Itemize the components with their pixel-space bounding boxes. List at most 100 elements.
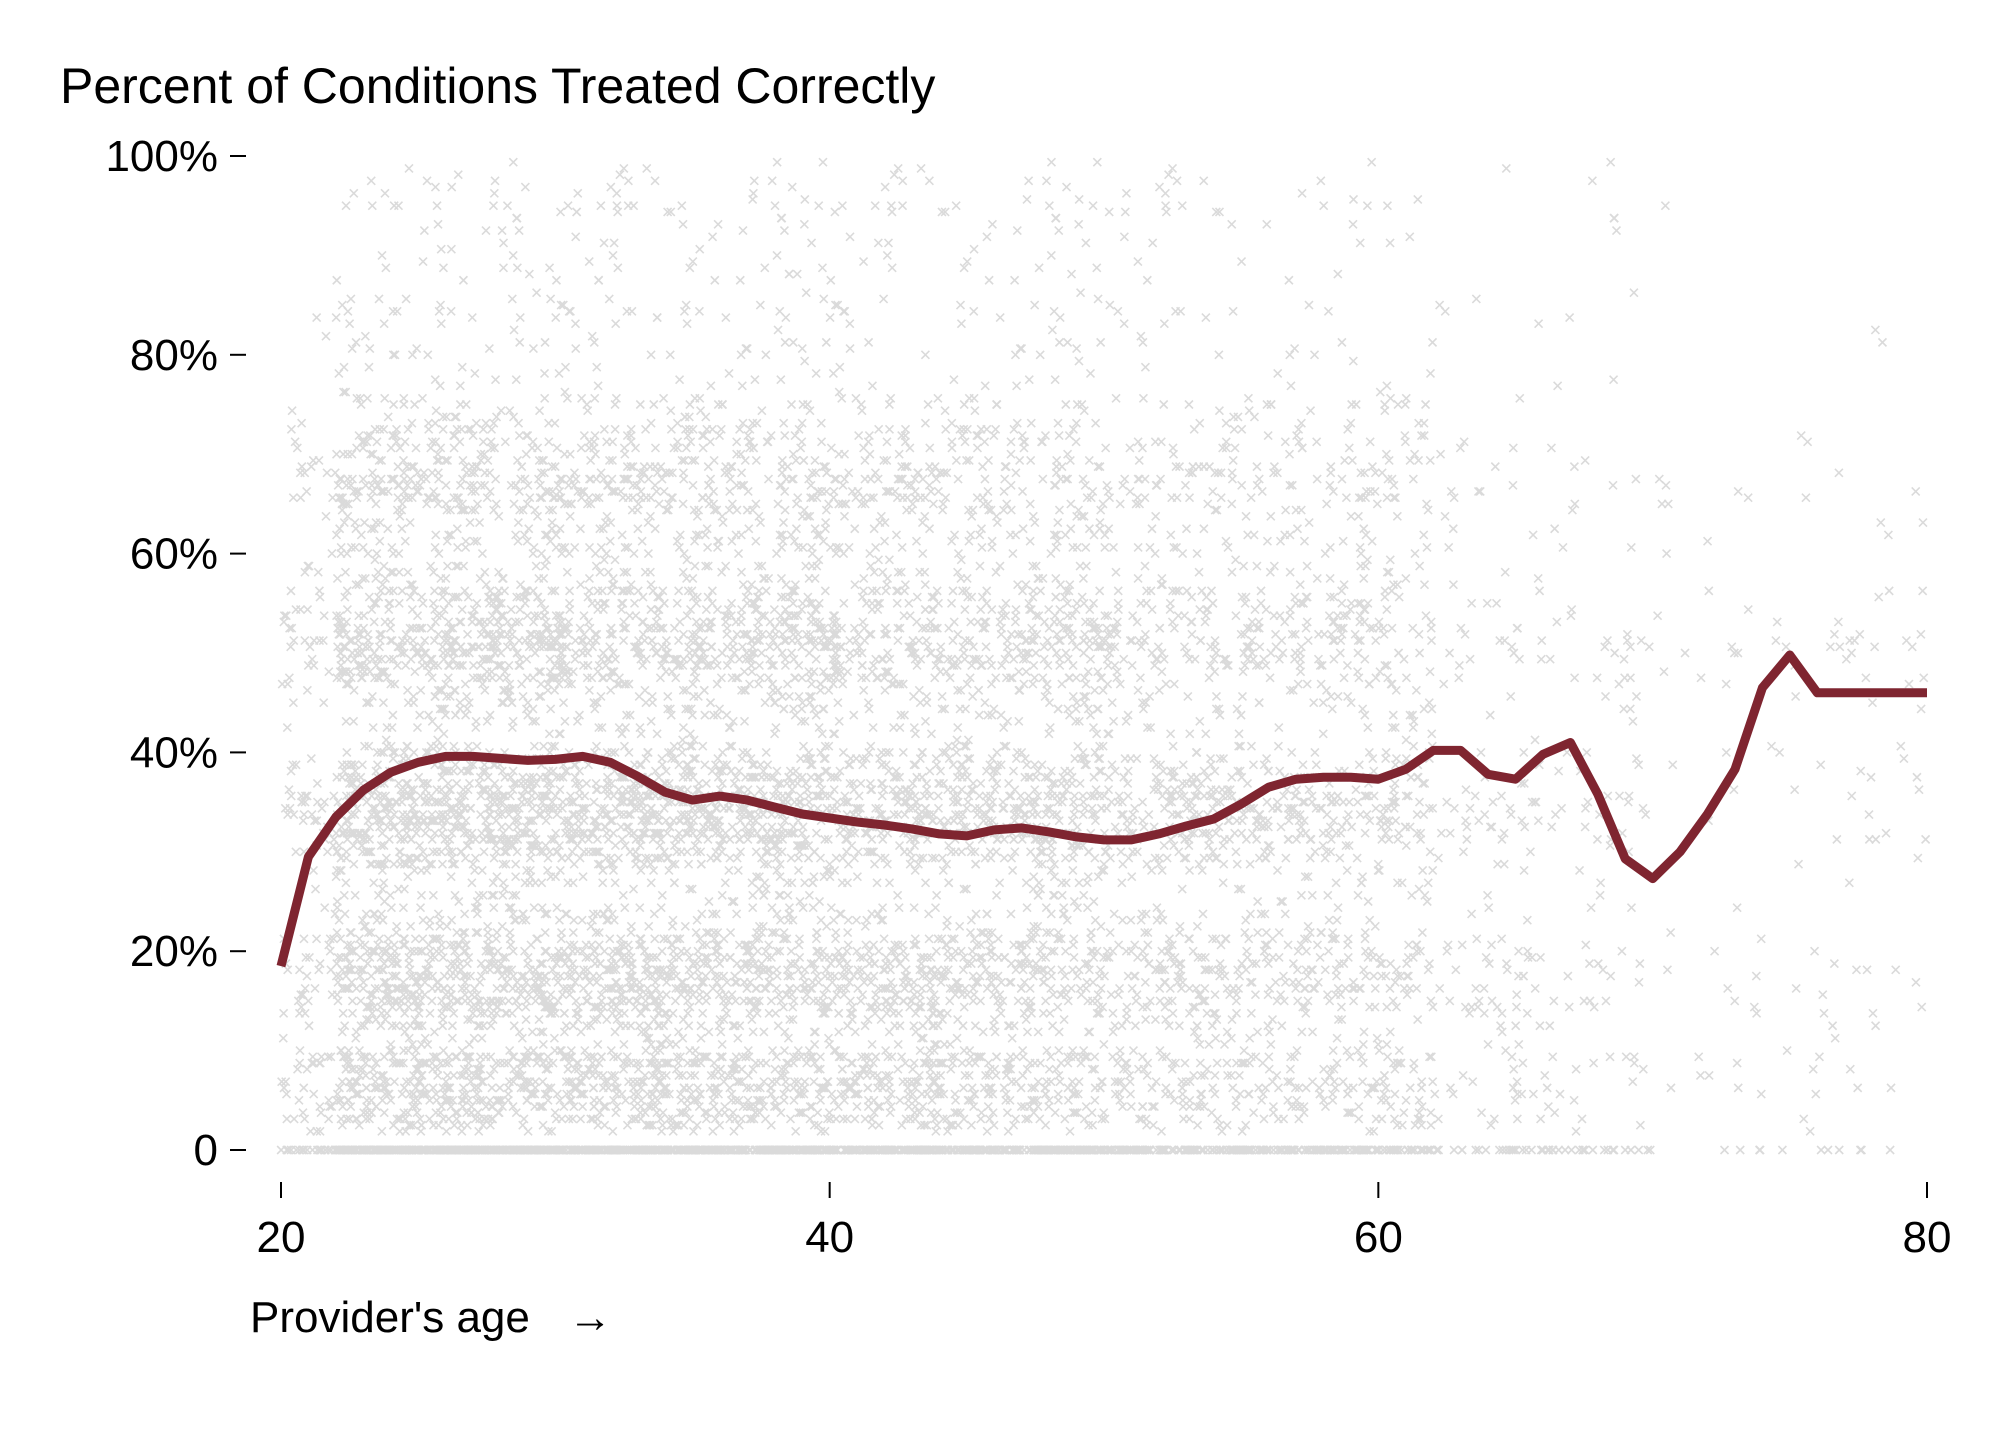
scatter-point — [360, 1145, 370, 1155]
scatter-point — [302, 486, 312, 497]
scatter-point — [388, 549, 398, 559]
scatter-point — [541, 946, 551, 956]
scatter-point — [654, 499, 664, 509]
scatter-point — [574, 710, 584, 720]
scatter-point — [435, 921, 445, 931]
scatter-point — [387, 971, 397, 981]
scatter-point — [530, 611, 540, 621]
scatter-point — [291, 604, 301, 615]
scatter-point — [486, 424, 497, 434]
scatter-point — [702, 940, 712, 950]
scatter-point — [374, 642, 384, 652]
scatter-point — [374, 294, 384, 304]
scatter-point — [399, 1145, 409, 1155]
scatter-point — [427, 437, 437, 447]
scatter-point — [394, 598, 404, 608]
scatter-point — [340, 1145, 350, 1155]
scatter-point — [432, 946, 442, 956]
scatter-point — [426, 443, 436, 453]
scatter-point — [315, 1058, 325, 1068]
scatter-point — [277, 679, 287, 689]
scatter-point — [316, 1145, 327, 1155]
scatter-point — [424, 921, 435, 931]
scatter-point — [617, 530, 627, 540]
scatter-point — [343, 449, 353, 459]
scatter-point — [441, 1126, 451, 1136]
scatter-point — [480, 468, 490, 478]
scatter-point — [506, 903, 516, 913]
scatter-point — [387, 1002, 398, 1012]
scatter-point — [798, 741, 809, 751]
scatter-point — [798, 542, 808, 552]
scatter-point — [318, 636, 328, 646]
scatter-point — [332, 990, 342, 1000]
scatter-point — [315, 959, 325, 969]
scatter-point — [315, 592, 325, 602]
scatter-point — [466, 642, 477, 652]
scatter-point — [442, 921, 452, 931]
scatter-point — [402, 741, 413, 751]
scatter-point — [361, 1052, 372, 1062]
scatter-point — [388, 710, 398, 720]
scatter-point — [418, 915, 428, 925]
scatter-point — [544, 418, 554, 428]
scatter-point — [692, 915, 702, 925]
scatter-point — [357, 915, 368, 925]
scatter-point — [388, 1120, 399, 1130]
scatter-point — [511, 996, 521, 1006]
scatter-point — [470, 368, 480, 379]
scatter-point — [394, 480, 404, 490]
scatter-point — [609, 238, 619, 248]
scatter-point — [497, 822, 507, 832]
scatter-point — [539, 573, 549, 584]
scatter-point — [423, 418, 434, 428]
scatter-point — [302, 1145, 312, 1155]
scatter-point — [379, 878, 389, 888]
scatter-point — [307, 654, 317, 664]
scatter-point — [523, 710, 533, 720]
scatter-point — [507, 629, 517, 639]
scatter-point — [369, 1145, 379, 1155]
scatter-point — [550, 493, 560, 503]
scatter-point — [527, 983, 537, 994]
scatter-point — [385, 1145, 395, 1155]
scatter-point — [410, 822, 420, 832]
scatter-point — [533, 971, 543, 981]
scatter-point — [548, 493, 558, 503]
scatter-point — [659, 393, 669, 403]
scatter-point — [539, 1145, 549, 1155]
scatter-point — [598, 878, 608, 888]
scatter-point — [460, 679, 470, 689]
scatter-point — [357, 841, 367, 851]
scatter-point — [486, 1052, 496, 1062]
scatter-point — [528, 344, 538, 354]
scatter-point — [456, 617, 466, 627]
scatter-point — [369, 909, 379, 919]
scatter-point — [403, 698, 413, 708]
scatter-point — [515, 604, 525, 615]
scatter-point — [366, 996, 376, 1006]
scatter-point — [674, 586, 684, 596]
scatter-point — [354, 1064, 364, 1074]
scatter-point — [555, 207, 566, 217]
scatter-point — [438, 424, 448, 434]
scatter-point — [521, 1014, 531, 1025]
scatter-point — [303, 660, 313, 670]
scatter-point — [466, 1108, 476, 1118]
scatter-point — [367, 946, 377, 956]
scatter-point — [288, 493, 298, 503]
scatter-point — [782, 878, 792, 888]
scatter-point — [383, 524, 393, 534]
scatter-point — [650, 443, 661, 453]
scatter-point — [787, 648, 797, 658]
scatter-point — [732, 959, 742, 969]
scatter-point — [400, 536, 410, 546]
scatter-point — [778, 517, 789, 528]
scatter-point — [314, 455, 324, 465]
scatter-point — [442, 561, 453, 571]
scatter-point — [776, 573, 787, 584]
scatter-point — [785, 1114, 796, 1124]
scatter-point — [374, 592, 384, 602]
scatter-point — [296, 990, 306, 1000]
scatter-point — [437, 1008, 447, 1018]
